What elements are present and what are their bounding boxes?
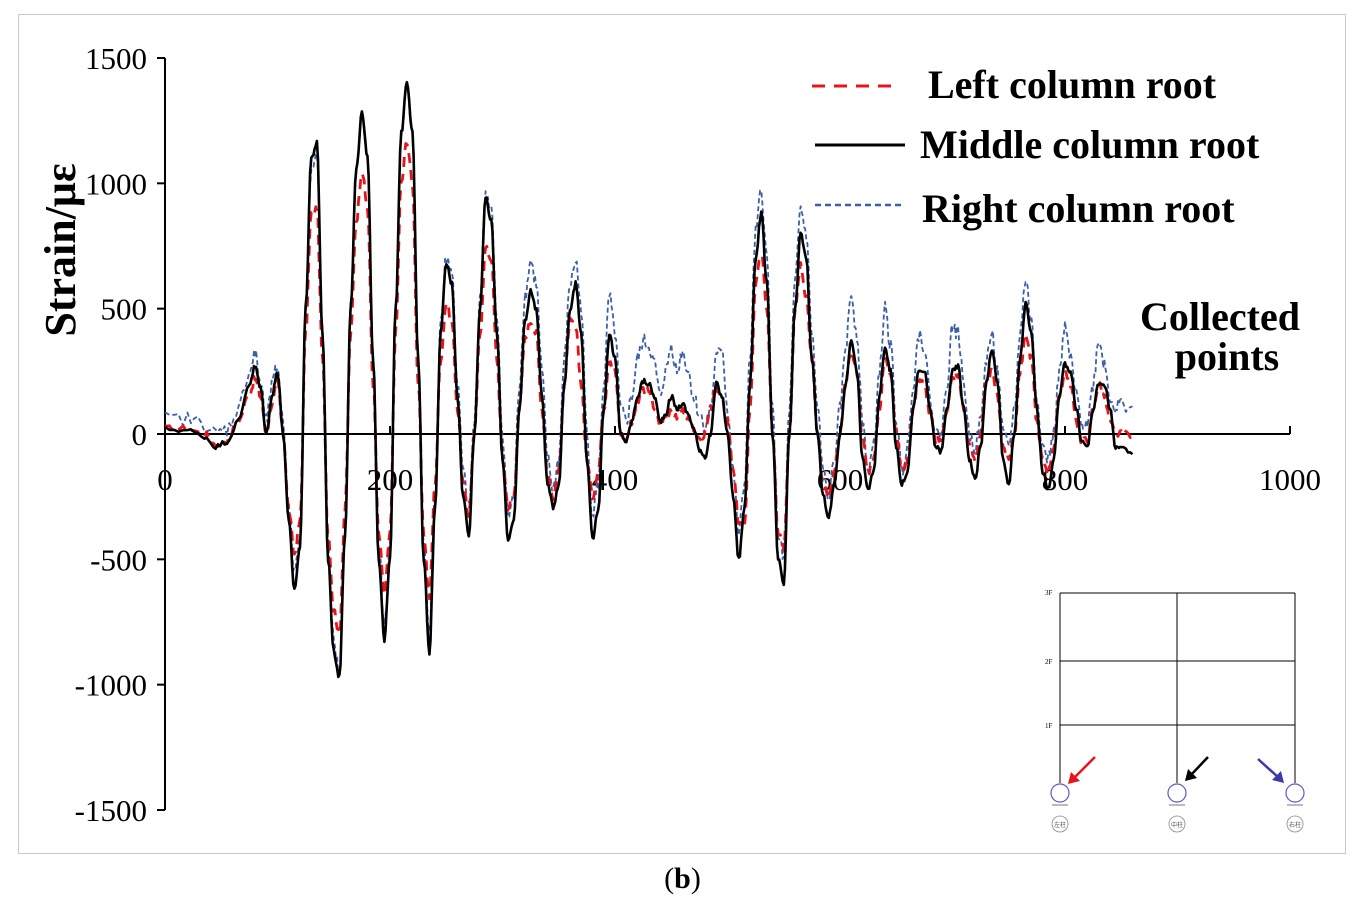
y-tick-label: -1500 xyxy=(75,793,147,828)
figure-caption: (b) xyxy=(0,862,1365,896)
y-tick-label: 1000 xyxy=(85,166,147,201)
series-line-left xyxy=(164,142,1134,636)
y-tick-label: 1500 xyxy=(85,41,147,76)
inset-middle-support-gauge xyxy=(1167,783,1187,803)
inset-right-support-label: 右柱 xyxy=(1289,821,1301,829)
y-tick-label: -500 xyxy=(90,542,147,577)
x-tick-label: 1000 xyxy=(1259,462,1321,497)
frame-inset-diagram: 3F 2F 1F 左柱 中柱 右柱 xyxy=(1045,589,1305,833)
legend: Left column root Middle column root Righ… xyxy=(812,62,1260,231)
series-layer xyxy=(164,80,1134,679)
caption-panel-letter: b xyxy=(674,862,691,895)
inset-left-support-label: 左柱 xyxy=(1054,821,1066,829)
inset-floor-label-3f: 3F xyxy=(1045,589,1053,597)
y-axis-label: Strain/με xyxy=(36,163,85,336)
inset-middle-arrow-icon xyxy=(1189,756,1209,777)
inset-right-arrowhead-icon xyxy=(1272,771,1284,783)
inset-right-support-gauge xyxy=(1285,783,1305,803)
caption-open-paren: ( xyxy=(664,862,675,895)
caption-close-paren: ) xyxy=(690,862,701,895)
y-tick-label: -1000 xyxy=(75,668,147,703)
inset-left-support-gauge xyxy=(1050,783,1070,803)
y-tick-label: 0 xyxy=(132,417,148,452)
y-tick-label: 500 xyxy=(101,292,148,327)
legend-label-middle: Middle column root xyxy=(920,122,1260,167)
inset-left-support-tag xyxy=(1051,815,1069,833)
x-tick-label: 600 xyxy=(817,462,864,497)
x-axis-label-line-1: Collected xyxy=(1140,294,1300,339)
y-ticks: 1500 1000 500 0 -500 -1000 -1500 xyxy=(75,41,165,828)
inset-middle-arrowhead-icon xyxy=(1185,769,1197,781)
legend-label-right: Right column root xyxy=(922,186,1235,231)
x-ticks: 0 200 400 600 800 1000 xyxy=(157,426,1321,497)
figure-frame xyxy=(18,14,1346,854)
inset-right-support-tag xyxy=(1286,815,1304,833)
inset-floor-label-1f: 1F xyxy=(1045,722,1053,730)
series-line-middle xyxy=(164,80,1134,679)
inset-middle-support-tag xyxy=(1168,815,1186,833)
inset-floor-label-2f: 2F xyxy=(1045,658,1053,666)
inset-middle-support-label: 中柱 xyxy=(1171,821,1183,829)
x-tick-label: 0 xyxy=(157,462,173,497)
legend-label-left: Left column root xyxy=(928,62,1217,107)
inset-right-arrow-icon xyxy=(1257,758,1280,779)
x-tick-label: 200 xyxy=(367,462,414,497)
inset-left-arrow-icon xyxy=(1072,756,1096,780)
x-axis-label-line-2: points xyxy=(1175,334,1280,379)
inset-left-arrowhead-icon xyxy=(1068,772,1080,784)
